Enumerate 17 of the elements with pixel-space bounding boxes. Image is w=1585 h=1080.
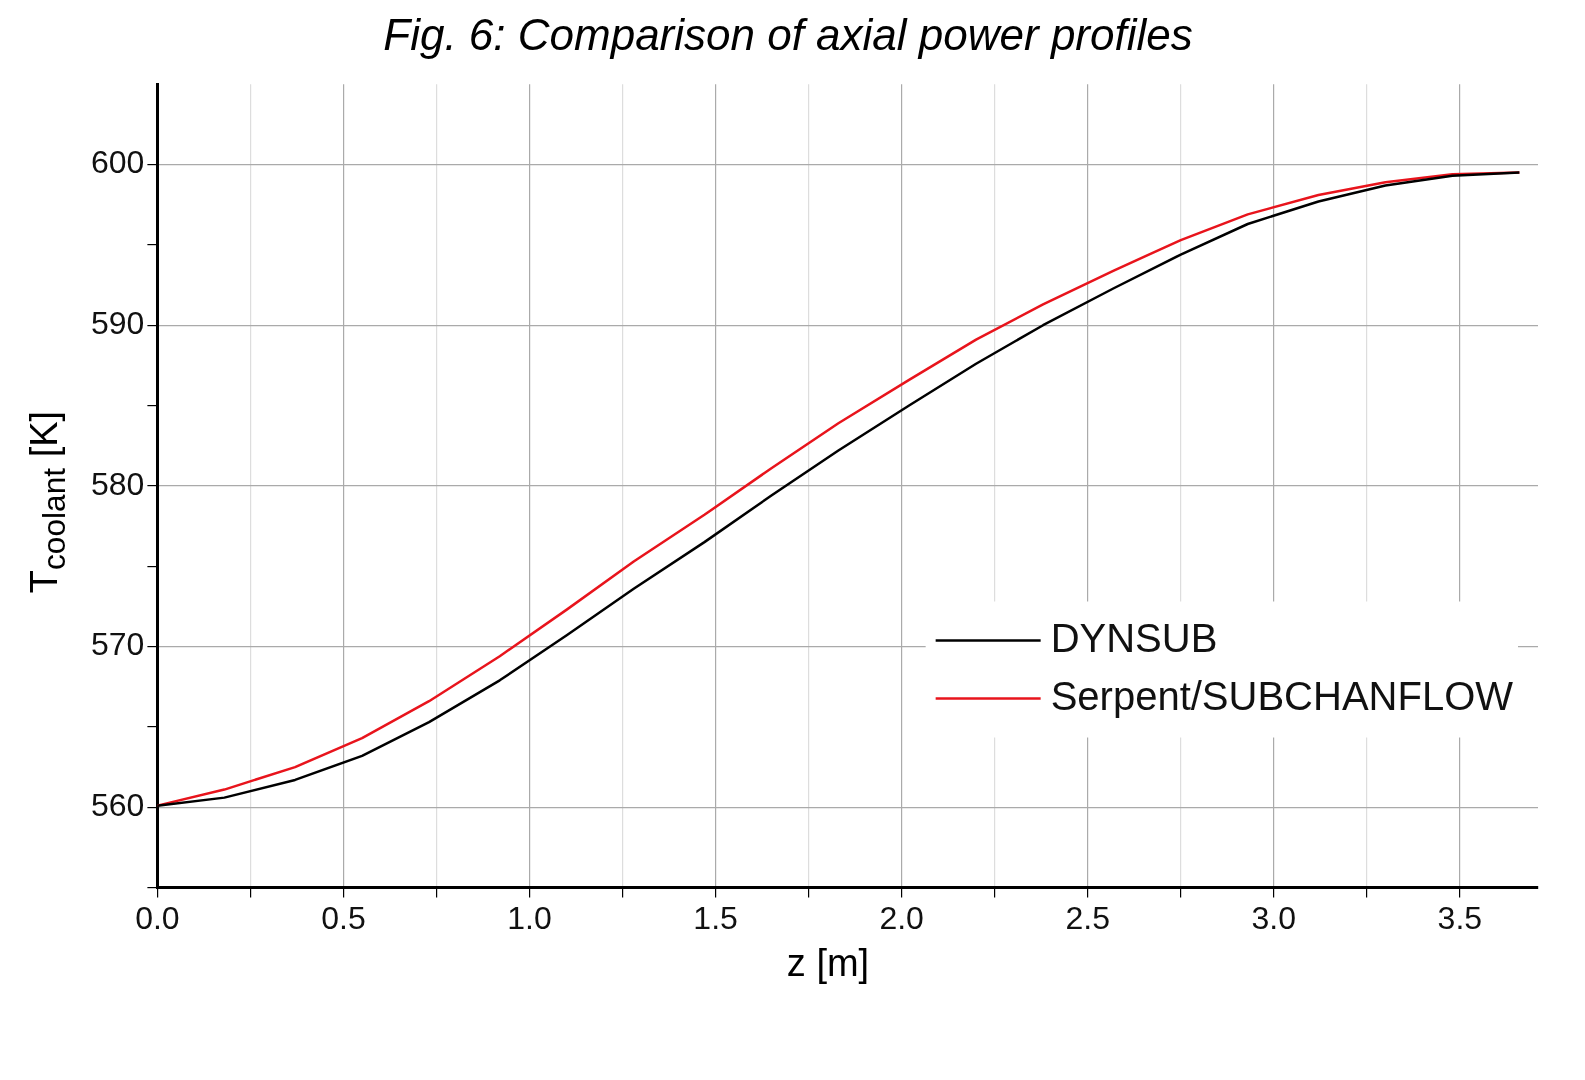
y-tick-label: 590 <box>91 305 145 342</box>
y-tick-label: 580 <box>91 465 145 502</box>
y-tick-label: 600 <box>91 144 145 181</box>
x-tick-label: 0.5 <box>321 899 366 936</box>
x-tick-label: 3.0 <box>1251 899 1297 936</box>
legend-label: Serpent/SUBCHANFLOW <box>1050 673 1514 718</box>
x-tick-label: 2.0 <box>879 899 924 936</box>
legend-label: DYNSUB <box>1050 615 1218 660</box>
chart-title: Fig. 6: Comparison of axial power profiles <box>382 9 1194 61</box>
y-tick-label: 560 <box>91 787 145 824</box>
y-tick-label: 570 <box>91 626 145 663</box>
x-tick-label: 2.5 <box>1065 899 1110 936</box>
x-tick-label: 1.5 <box>693 899 738 936</box>
x-axis-title: z [m] <box>785 942 871 985</box>
x-tick-label: 3.5 <box>1437 899 1483 936</box>
x-tick-label: 0.0 <box>135 899 180 936</box>
x-tick-label: 1.0 <box>507 899 552 936</box>
